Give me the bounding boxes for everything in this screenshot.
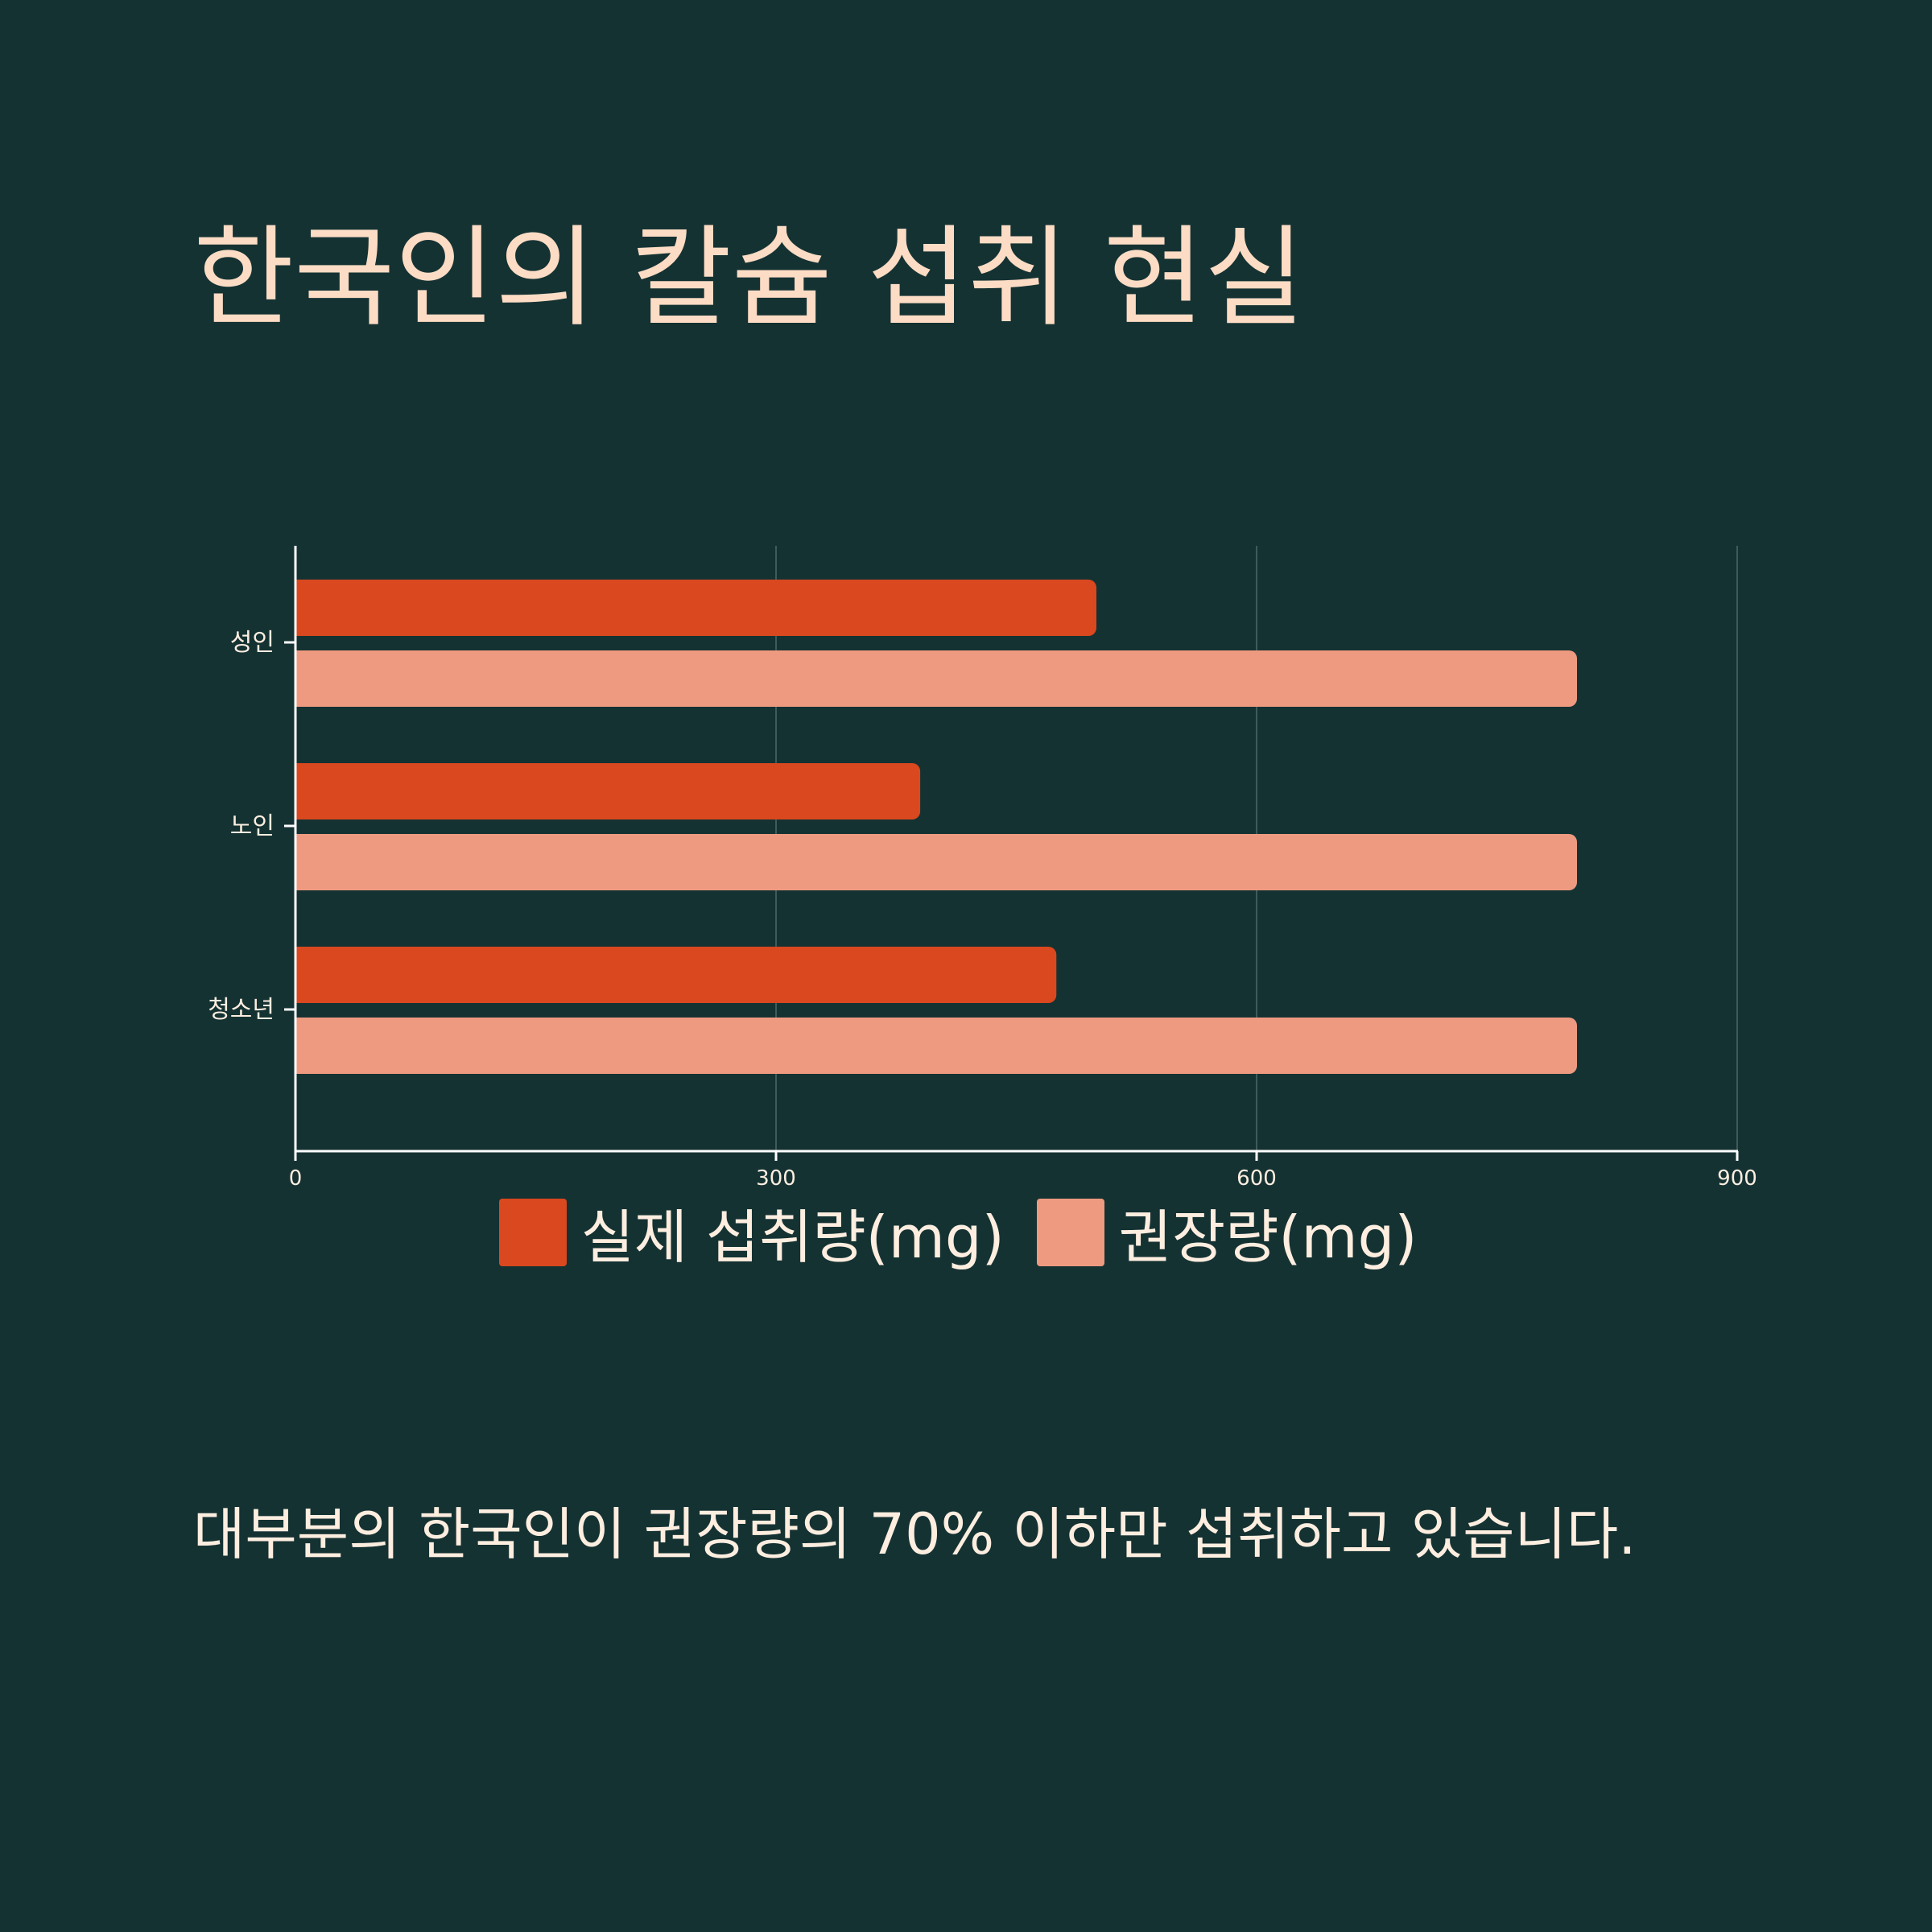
chart-title: 한국인의 칼슘 섭취 현실 [193,215,1305,342]
bar-edge-actual-0 [295,580,307,636]
bar-edge-actual-2 [295,947,307,1003]
axes [284,546,1739,1161]
x-tick-label-300: 300 [756,1166,796,1191]
category-label-0: 성인 [230,629,275,657]
legend-item-recommended: 권장량(mg) [1036,1190,1418,1274]
legend-label-recommended: 권장량(mg) [1118,1203,1418,1271]
bar-recommended-1 [295,834,1577,890]
bar-recommended-0 [295,650,1577,707]
bar-edge-recommended-1 [295,834,307,890]
chart-legend: 실제 섭취량(mg) 권장량(mg) [0,1190,1932,1274]
x-tick-label-600: 600 [1236,1166,1277,1191]
bar-actual-0 [295,580,1096,636]
category-label-2: 청소년 [208,996,275,1024]
legend-item-actual: 실제 섭취량(mg) [498,1190,1005,1274]
legend-label-actual: 실제 섭취량(mg) [580,1203,1005,1271]
caption-text: 대부분의 한국인이 권장량의 70% 이하만 섭취하고 있습니다. [193,1501,1637,1567]
x-tick-label-0: 0 [289,1166,303,1191]
bar-edge-actual-1 [295,763,307,819]
category-label-1: 노인 [230,812,275,840]
bar-edge-recommended-0 [295,650,307,707]
bar-actual-2 [295,947,1057,1003]
bar-edge-recommended-2 [295,1018,307,1074]
legend-swatch-recommended [1036,1198,1104,1266]
bar-recommended-2 [295,1018,1577,1074]
bar-actual-1 [295,763,921,819]
legend-swatch-actual [498,1198,567,1266]
bars [295,580,1577,1074]
x-tick-label-900: 900 [1717,1166,1757,1191]
